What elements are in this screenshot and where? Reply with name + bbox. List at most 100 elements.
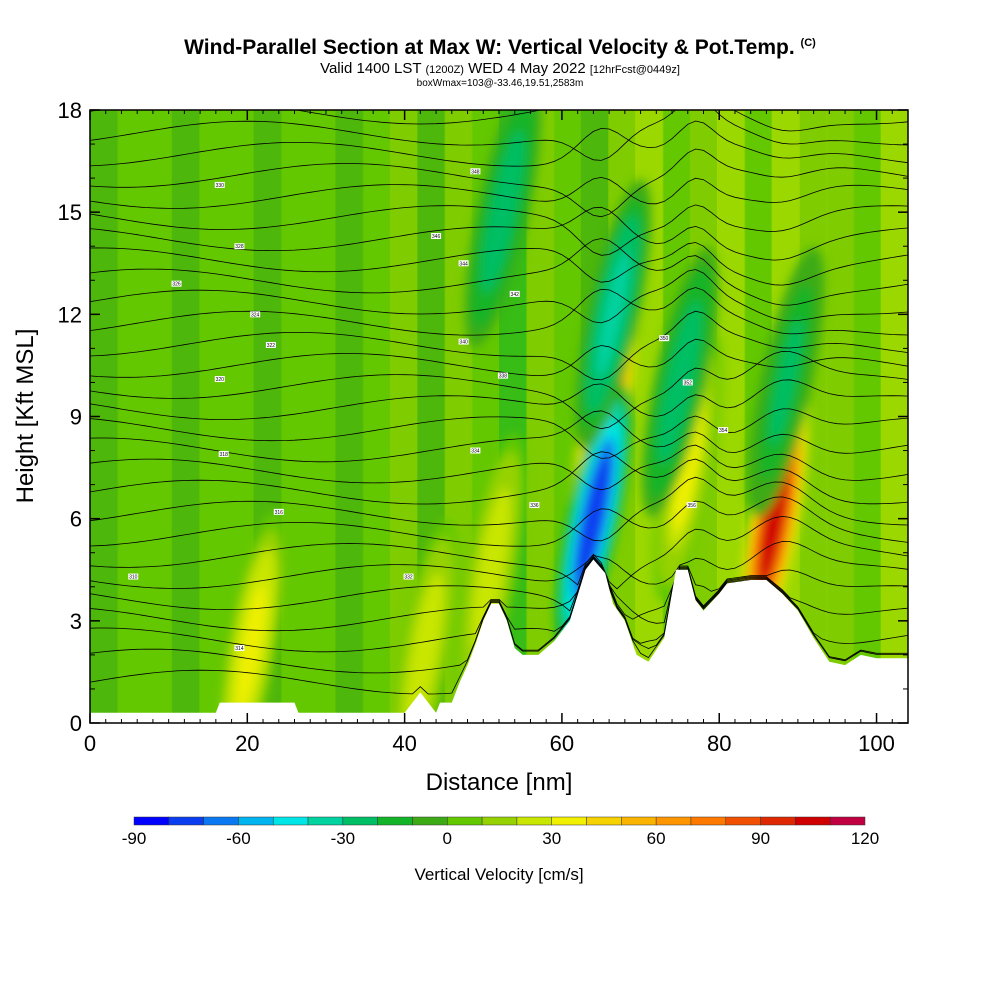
isentrope-label: 328	[235, 244, 244, 250]
isentrope-label-bg	[218, 450, 229, 457]
isentrope-line	[90, 556, 908, 632]
y-tick-label: 9	[70, 405, 82, 430]
velocity-band	[826, 110, 855, 723]
colorbar-swatch	[238, 816, 274, 826]
colorbar-swatch	[377, 816, 413, 826]
isentrope-label-bg	[234, 243, 245, 250]
valid-zulu: (1200Z)	[425, 64, 464, 76]
isentrope-label-bg	[431, 233, 442, 240]
isentrope-label-bg	[403, 573, 414, 580]
isentrope-line	[90, 444, 908, 491]
isentrope-line	[90, 541, 908, 589]
isentrope-line	[90, 269, 908, 324]
colorbar-swatch	[272, 816, 309, 826]
x-axis: 0 20 40 60 80 100	[84, 110, 909, 756]
colorbar-tick-label: -30	[331, 829, 356, 848]
colorbar-swatch	[795, 816, 831, 826]
x-axis-title: Distance [nm]	[426, 769, 573, 796]
isentrope-lines: 310 314 316 318 320 322 324 326 328 330 332 334 336 3…	[90, 110, 908, 695]
isentrope-label: 324	[251, 312, 260, 318]
x-tick-label: 0	[84, 731, 96, 756]
isentrope-label: 330	[216, 183, 225, 189]
copyright-mark: (C)	[800, 37, 816, 49]
box-wmax-info: boxWmax=103@-33.46,19.51,2583m	[416, 78, 584, 89]
isentrope-line	[90, 515, 908, 590]
forecast-info: [12hrFcst@0449z]	[589, 64, 680, 76]
isentrope-line	[90, 242, 908, 286]
isentrope-line	[90, 148, 908, 218]
isentrope-label-bg	[470, 447, 481, 454]
colorbar-tick-label: 30	[542, 829, 561, 848]
isentrope-label: 348	[471, 169, 480, 175]
colorbar-swatch	[551, 816, 587, 826]
isentrope-line	[90, 476, 908, 542]
colorbar-swatch	[586, 816, 622, 826]
velocity-band	[362, 110, 391, 723]
isentrope-line	[90, 350, 908, 430]
isentrope-line	[90, 110, 908, 161]
colorbar-title: Vertical Velocity [cm/s]	[414, 865, 583, 884]
isentrope-label-bg	[250, 311, 261, 318]
isentrope-label-bg	[171, 280, 182, 287]
colorbar-tick-label: 60	[647, 829, 666, 848]
isentrope-line	[90, 110, 908, 132]
x-tick-label: 40	[392, 731, 416, 756]
isentrope-label: 354	[719, 428, 728, 434]
isentrope-line	[90, 310, 908, 381]
isentrope-line	[90, 408, 908, 459]
colorbar: -90 -60 -30 0 30 60 90 120	[122, 816, 879, 848]
isentrope-label: 320	[216, 377, 225, 383]
velocity-band	[526, 110, 555, 723]
isentrope-label: 352	[684, 380, 693, 386]
updraft-cell	[759, 454, 789, 583]
isentrope-label: 356	[688, 503, 697, 509]
isentrope-label-bg	[682, 379, 693, 386]
valid-time: Valid 1400 LST	[320, 60, 422, 77]
y-tick-label: 12	[58, 302, 82, 327]
colorbar-swatch	[168, 816, 204, 826]
y-tick-label: 3	[70, 609, 82, 634]
colorbar-swatch	[481, 816, 518, 826]
y-axis: 0 3 6 9 12 15 18	[58, 98, 908, 736]
isentrope-label-bg	[718, 427, 729, 434]
isentrope-line	[90, 176, 908, 209]
isentrope-label-bg	[659, 335, 670, 342]
colorbar-tick-label: 90	[751, 829, 770, 848]
velocity-band	[280, 110, 310, 723]
colorbar-tick-label: -90	[122, 829, 147, 848]
y-tick-label: 18	[58, 98, 82, 123]
isentrope-label: 344	[459, 261, 468, 267]
colorbar-swatch	[760, 816, 796, 826]
colorbar-tick-label: -60	[226, 829, 251, 848]
colorbar-swatch	[690, 816, 727, 826]
isentrope-label: 336	[530, 503, 539, 509]
x-tick-label: 20	[235, 731, 259, 756]
isentrope-label: 332	[404, 575, 413, 581]
isentrope-line	[90, 557, 908, 653]
isentrope-line	[90, 338, 908, 378]
isentrope-label: 322	[267, 343, 276, 349]
isentrope-label: 334	[471, 449, 480, 455]
colorbar-swatch	[829, 816, 866, 826]
velocity-band	[308, 110, 337, 723]
y-tick-label: 15	[58, 200, 82, 225]
isentrope-label-bg	[273, 508, 284, 515]
isentrope-label-bg	[458, 338, 469, 345]
colorbar-tick-label: 0	[443, 829, 452, 848]
isentrope-label-bg	[214, 181, 225, 188]
isentrope-label-bg	[234, 645, 245, 652]
isentrope-label-bg	[497, 372, 508, 379]
colorbar-swatch	[621, 816, 657, 826]
isentrope-label-bg	[509, 290, 520, 297]
colorbar-tick-label: 120	[851, 829, 879, 848]
velocity-band	[171, 110, 201, 723]
x-tick-label: 100	[858, 731, 895, 756]
colorbar-swatch	[447, 816, 483, 826]
colorbar-swatch	[133, 816, 170, 826]
updraft-cell	[476, 505, 506, 634]
isentrope-label: 350	[660, 336, 669, 342]
terrain-mask	[90, 559, 908, 723]
updraft-cell	[673, 403, 703, 532]
isentrope-line	[90, 287, 908, 336]
